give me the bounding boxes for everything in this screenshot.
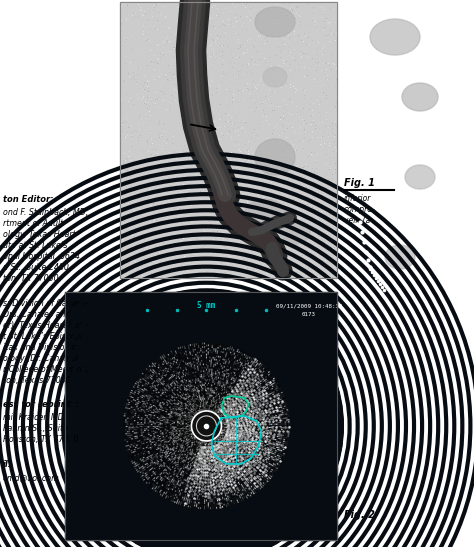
Ellipse shape — [255, 7, 295, 37]
Text: omd@aol.com: omd@aol.com — [3, 473, 60, 482]
Ellipse shape — [263, 67, 287, 87]
Text: Fannin St., Suite: Fannin St., Suite — [3, 424, 68, 433]
Circle shape — [82, 301, 331, 547]
Text: ute at St. Luke’s: ute at St. Luke’s — [3, 241, 67, 250]
Circle shape — [70, 289, 343, 547]
Circle shape — [87, 307, 326, 545]
Ellipse shape — [402, 83, 438, 111]
Text: er), Texas Heart Insti-: er), Texas Heart Insti- — [3, 321, 88, 330]
Bar — [120, 2, 337, 278]
Text: 0173: 0173 — [302, 312, 316, 317]
Text: t St. Luke’s Episcopal: t St. Luke’s Episcopal — [3, 332, 87, 341]
Text: vein (a-: vein (a- — [344, 216, 373, 225]
Text: ess for reprints:: ess for reprints: — [3, 400, 79, 409]
Text: Drs. Canales and: Drs. Canales and — [3, 310, 70, 319]
Text: mir Krajcer, MD,: mir Krajcer, MD, — [3, 413, 66, 422]
Text: ton, TX 77030: ton, TX 77030 — [3, 274, 59, 283]
Text: ton, Texas 77030: ton, Texas 77030 — [3, 376, 71, 385]
Ellipse shape — [243, 199, 287, 235]
Text: inferior: inferior — [344, 194, 371, 203]
Text: n St., Suite 2480,: n St., Suite 2480, — [3, 263, 72, 272]
Text: il:: il: — [3, 460, 12, 469]
Ellipse shape — [370, 19, 420, 55]
Text: opal Hospital, 6624: opal Hospital, 6624 — [3, 252, 80, 261]
Text: ital; and Division of: ital; and Division of — [3, 343, 80, 352]
Text: 09/11/2009 10:48:33: 09/11/2009 10:48:33 — [276, 304, 342, 309]
Text: Fig. 1: Fig. 1 — [344, 178, 375, 188]
Text: Houston, TX 77030: Houston, TX 77030 — [3, 435, 79, 444]
Ellipse shape — [405, 165, 435, 189]
Text: Fig. 2: Fig. 2 — [344, 510, 375, 520]
Ellipse shape — [255, 139, 295, 175]
Bar — [65, 292, 337, 540]
Ellipse shape — [385, 245, 415, 269]
Text: ology (Dr. Canales),: ology (Dr. Canales), — [3, 354, 81, 363]
Circle shape — [192, 412, 221, 440]
Text: rtment of Adult: rtment of Adult — [3, 219, 64, 228]
Text: ology, Texas Heart: ology, Texas Heart — [3, 230, 76, 239]
Text: 5 mm: 5 mm — [197, 301, 216, 311]
Bar — [65, 292, 337, 540]
Text: s: Division of Cardiol-: s: Division of Cardiol- — [3, 299, 87, 308]
Text: r College of Medicine;: r College of Medicine; — [3, 365, 89, 374]
Bar — [120, 2, 337, 278]
Ellipse shape — [280, 220, 310, 244]
Text: compre-: compre- — [344, 205, 376, 214]
Text: ond F. Stainback, MD,: ond F. Stainback, MD, — [3, 208, 88, 217]
Text: ton Editor:: ton Editor: — [3, 195, 54, 204]
